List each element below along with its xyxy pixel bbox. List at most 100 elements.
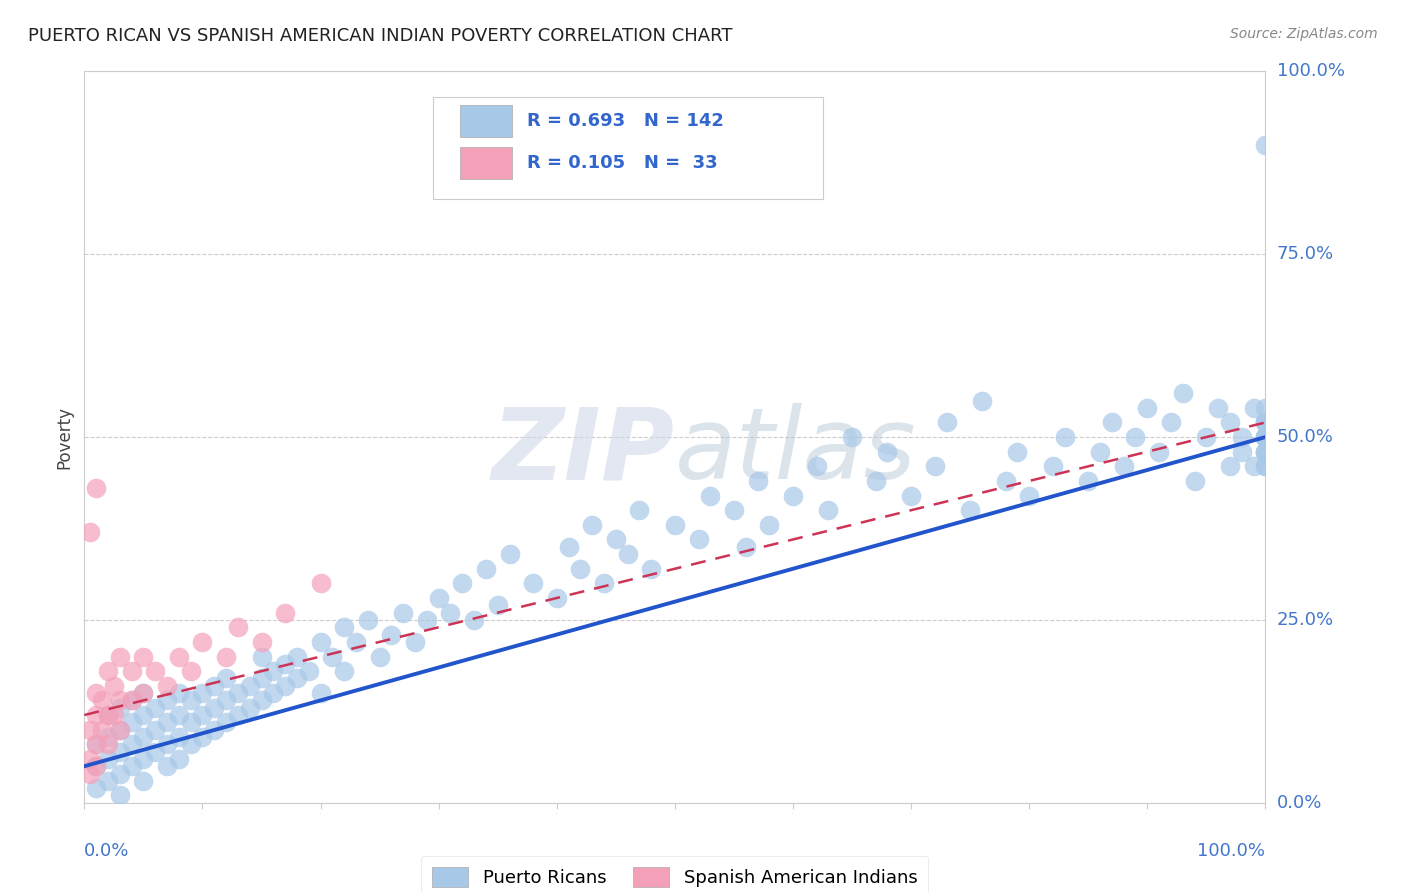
Point [1254, 444, 1277, 458]
Point [1254, 459, 1277, 474]
Text: 25.0%: 25.0% [1277, 611, 1334, 629]
Text: PUERTO RICAN VS SPANISH AMERICAN INDIAN POVERTY CORRELATION CHART: PUERTO RICAN VS SPANISH AMERICAN INDIAN … [28, 27, 733, 45]
Point [451, 576, 474, 591]
Point [132, 708, 155, 723]
Point [1254, 430, 1277, 444]
Point [416, 613, 439, 627]
Point [132, 752, 155, 766]
Point [1088, 444, 1111, 458]
Point [91, 693, 114, 707]
Point [1254, 430, 1277, 444]
Point [250, 693, 273, 707]
Point [180, 664, 202, 678]
Point [121, 664, 143, 678]
Point [215, 693, 238, 707]
Point [1219, 416, 1241, 430]
Point [274, 657, 297, 671]
Point [143, 745, 166, 759]
Point [1125, 430, 1147, 444]
Point [167, 730, 190, 744]
Point [108, 789, 131, 803]
Point [1136, 401, 1159, 415]
Point [167, 686, 190, 700]
Point [226, 620, 249, 634]
Point [180, 737, 202, 751]
Point [569, 562, 592, 576]
Point [1053, 430, 1076, 444]
Point [1243, 401, 1265, 415]
Point [156, 693, 179, 707]
Point [1254, 416, 1277, 430]
Point [522, 576, 544, 591]
Point [79, 525, 101, 540]
Point [581, 517, 603, 532]
Point [392, 606, 415, 620]
Point [723, 503, 745, 517]
Point [84, 759, 107, 773]
Point [84, 708, 107, 723]
Point [121, 737, 143, 751]
Point [132, 649, 155, 664]
Point [143, 700, 166, 714]
Point [239, 700, 262, 714]
Text: 50.0%: 50.0% [1277, 428, 1333, 446]
Point [84, 737, 107, 751]
Point [79, 723, 101, 737]
Point [1243, 459, 1265, 474]
Point [333, 664, 356, 678]
Point [156, 759, 179, 773]
Point [285, 672, 308, 686]
Point [132, 686, 155, 700]
Point [1254, 401, 1277, 415]
Point [1254, 459, 1277, 474]
Point [876, 444, 898, 458]
Point [994, 474, 1017, 488]
Point [97, 708, 120, 723]
Point [108, 700, 131, 714]
Point [285, 649, 308, 664]
Point [191, 708, 214, 723]
Point [121, 693, 143, 707]
Point [970, 393, 993, 408]
Point [806, 459, 828, 474]
Point [1018, 489, 1040, 503]
Point [1195, 430, 1218, 444]
Point [108, 766, 131, 780]
Point [262, 686, 284, 700]
Point [121, 715, 143, 730]
Point [132, 686, 155, 700]
Point [1254, 430, 1277, 444]
Point [79, 752, 101, 766]
Point [202, 679, 225, 693]
Point [97, 708, 120, 723]
Point [782, 489, 804, 503]
Point [250, 649, 273, 664]
Point [486, 599, 509, 613]
Point [226, 686, 249, 700]
Point [628, 503, 651, 517]
Point [250, 672, 273, 686]
Point [1254, 416, 1277, 430]
Point [84, 686, 107, 700]
Point [84, 737, 107, 751]
Point [593, 576, 616, 591]
Legend: Puerto Ricans, Spanish American Indians: Puerto Ricans, Spanish American Indians [422, 855, 928, 892]
FancyBboxPatch shape [460, 146, 512, 179]
Point [865, 474, 887, 488]
Point [79, 766, 101, 780]
Point [97, 773, 120, 788]
Point [439, 606, 461, 620]
Point [1254, 430, 1277, 444]
Point [1160, 416, 1182, 430]
Point [121, 693, 143, 707]
Point [546, 591, 568, 605]
Point [616, 547, 638, 561]
Text: atlas: atlas [675, 403, 917, 500]
Point [274, 606, 297, 620]
Point [143, 723, 166, 737]
Point [734, 540, 756, 554]
Point [143, 664, 166, 678]
Point [1219, 459, 1241, 474]
Point [1147, 444, 1170, 458]
Point [156, 715, 179, 730]
